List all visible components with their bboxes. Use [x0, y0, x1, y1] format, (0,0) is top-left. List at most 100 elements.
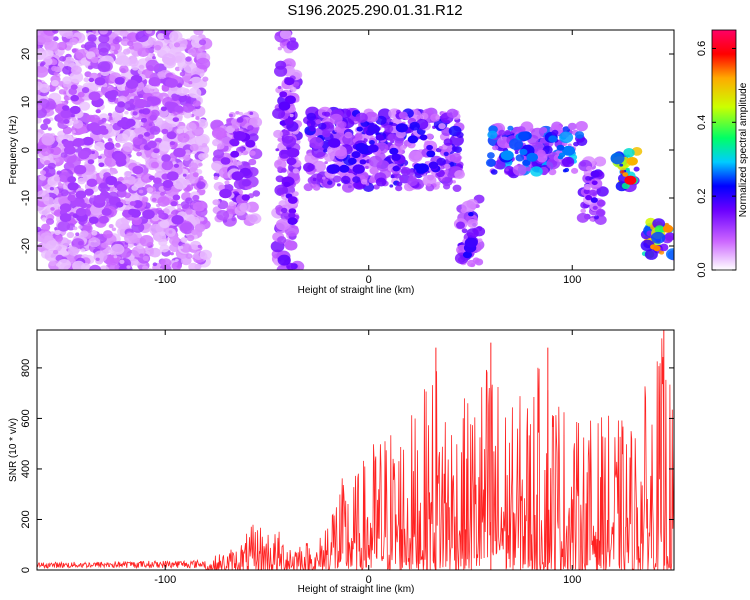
spectrogram-cell [149, 125, 161, 135]
spectrogram-cell [536, 149, 546, 158]
bottom-ytick-label: 800 [20, 359, 32, 377]
spectrogram-cell [118, 266, 126, 270]
spectrogram-peak-cell [590, 197, 598, 203]
spectrogram-cell [159, 219, 170, 229]
spectrogram-cell [116, 189, 127, 198]
spectrogram-peak-cell [78, 150, 90, 160]
spectrogram-cell [277, 46, 282, 51]
spectrogram-cell [101, 117, 107, 123]
spectrogram-peak-cell [104, 90, 116, 100]
spectrogram-cell [169, 236, 180, 246]
spectrogram-cell [132, 200, 143, 209]
spectrogram-cell [475, 204, 480, 208]
spectrogram-cell [224, 180, 230, 185]
spectrogram-cell [162, 53, 176, 65]
spectrogram-peak-cell [116, 183, 128, 192]
spectrogram-cell [154, 44, 162, 51]
spectrogram-cell [51, 65, 58, 72]
spectrogram-cell [586, 165, 592, 171]
spectrogram-cell [324, 111, 331, 117]
spectrogram-peak-cell [67, 182, 79, 191]
spectrogram-peak-cell [287, 196, 298, 204]
spectrogram-cell [102, 230, 113, 239]
spectrogram-cell [193, 30, 204, 36]
spectrogram-cell [37, 65, 49, 78]
spectrogram-cell [229, 113, 233, 118]
colorbar: 0.0 0.2 0.4 0.6 Normalized spectral amplitu… [696, 29, 749, 278]
spectrogram-cell [37, 89, 41, 95]
spectrogram-peak-cell [375, 134, 384, 141]
spectrogram-cell [515, 154, 525, 162]
spectrogram-cell [292, 81, 300, 87]
spectrogram-cell [322, 176, 326, 180]
spectrogram-cell [217, 200, 229, 210]
spectrogram-cell [444, 163, 451, 169]
spectrogram-peak-cell [162, 179, 174, 189]
spectrogram-cell [368, 177, 376, 184]
spectrogram-peak-cell [287, 217, 298, 226]
spectrogram-cell [311, 146, 326, 158]
spectrogram-cell [63, 56, 75, 66]
spectrogram-cell [249, 150, 256, 156]
top-xtick-label: -100 [154, 274, 176, 286]
spectrogram-peak-cell [351, 151, 361, 159]
spectrogram-cell [567, 122, 577, 131]
spectrogram-peak-cell [70, 94, 79, 102]
spectrogram-cell [303, 183, 313, 192]
spectrogram-cell [77, 241, 84, 246]
spectrogram-cell [456, 131, 464, 138]
spectrogram-cell [430, 113, 440, 122]
spectrogram-peak-cell [283, 181, 291, 188]
spectrogram-cell [119, 65, 129, 74]
spectrogram-peak-cell [392, 165, 400, 172]
spectrogram-cell [307, 123, 312, 127]
spectrogram-peak-cell [67, 176, 77, 183]
spectrogram-peak-cell [79, 202, 88, 209]
spectrogram-cell [594, 215, 599, 220]
spectrogram-peak-cell [129, 201, 136, 206]
spectrogram-cell [460, 207, 467, 214]
spectrogram-cell [52, 36, 59, 42]
spectrogram-cell [426, 183, 431, 187]
spectrogram-cell [157, 196, 170, 207]
spectrogram-cell [185, 208, 193, 215]
spectrogram-peak-cell [367, 124, 381, 134]
spectrogram-peak-cell [173, 147, 186, 158]
spectrogram-cell [452, 180, 456, 184]
spectrogram-cell [159, 244, 170, 253]
spectrogram-cell [182, 103, 194, 113]
spectrogram-cell [332, 175, 342, 183]
spectrogram-peak-cell [153, 148, 160, 154]
spectrogram-peak-cell [63, 140, 73, 149]
spectrogram-cell [87, 34, 97, 42]
top-ytick-label: -20 [20, 238, 32, 254]
spectrogram-cell [81, 87, 90, 94]
spectrogram-cell [400, 144, 407, 151]
spectrogram-cell [112, 114, 122, 122]
spectrogram-peak-cell [233, 131, 246, 141]
spectrogram-cell [94, 141, 106, 151]
spectrogram-peak-cell [104, 142, 115, 150]
spectrogram-cell [159, 231, 166, 237]
spectrogram-cell [160, 258, 172, 268]
spectrogram-cell [145, 59, 160, 71]
spectrogram-cell [45, 218, 55, 225]
spectrogram-peak-cell [166, 171, 179, 181]
spectrogram-cell [111, 243, 125, 255]
spectrogram-cell [516, 126, 526, 134]
spectrogram-cell [542, 171, 548, 176]
spectrogram-cell [85, 247, 90, 251]
spectrogram-cell [115, 222, 121, 227]
spectrogram-cell [493, 159, 506, 170]
spectrogram-cell [576, 212, 589, 223]
spectrogram-cell [355, 134, 363, 141]
spectrogram-peak-cell [391, 153, 401, 161]
spectrogram-peak-cell [352, 164, 365, 174]
spectrogram-cell [438, 146, 443, 150]
spectrogram-cell [97, 61, 111, 73]
spectrogram-peak-cell [86, 178, 98, 187]
spectrogram-cell [202, 152, 209, 159]
spectrogram-cell [276, 187, 286, 195]
spectrogram-cell [70, 113, 76, 118]
spectrogram-cell [400, 166, 411, 176]
